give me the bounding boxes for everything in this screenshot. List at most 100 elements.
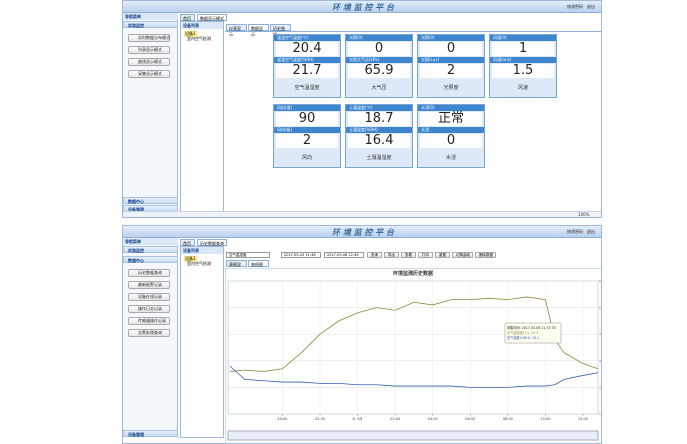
subtab[interactable]: 历史曲线 [270,24,291,37]
card-label: 大气压 [371,85,387,91]
tree-panel: 设备列表 设备1 室内空气检测 [180,246,224,438]
card-value: 21.7 [276,64,338,78]
sidebar-button[interactable]: 历史数据查询 [128,269,170,277]
card-header: 光照(0) [418,35,484,41]
y-tick-label: 50 [599,306,602,310]
header-link[interactable]: 修改密码 [567,229,583,234]
card-header: 风向(度) [274,105,340,111]
chart-title: 环境监测历史数据 [393,270,433,277]
sidebar-section[interactable]: 设备管理 [123,430,178,437]
header-link[interactable]: 退出 [587,229,595,234]
x-tick-label: 08:00 [503,417,513,421]
card-value: 16.4 [348,134,410,148]
tab[interactable]: 数据显示模式 [197,14,227,21]
screen-bottom: 环 境 监 控 平 台修改密码 退出 导航菜单 实验监控 数据中心 历史数据查询 最新报警记… [122,225,602,444]
card-label: 光照度 [443,85,459,91]
sidebar: 导航菜单 实验监控数据中心历史数据查询 最新报警记录 设备在线记录 操作日志记录 传感器操… [123,238,178,438]
toolbar-button[interactable]: 查询 [367,252,382,258]
card-header: 光照大气压(kPa) [346,57,412,63]
y-tick-label: 60 [599,279,602,283]
tree-node[interactable]: 设备1 [184,31,197,37]
sidebar-button[interactable]: 列表显示模式 [128,46,170,54]
sidebar-title: 导航菜单 [123,13,178,20]
card-header: 土壤湿度(%RH) [346,127,412,133]
subtab[interactable]: 曲线图展示 [248,260,269,273]
card-value: 正常 [420,112,482,126]
toolbar-field[interactable]: 2017-05-06 12:46 [324,252,364,258]
card-value: 1.5 [492,64,554,78]
sensor-card: 水浸(0) 正常 水浸 0 水浸 [417,104,485,168]
toolbar-button[interactable]: 删除数据 [475,252,496,258]
sensor-card: 光照(0) 0 光照大气压(kPa) 65.9 大气压 [345,34,413,98]
toolbar-button[interactable]: 查看 [401,252,416,258]
subtab[interactable]: 表格显示 [226,260,247,273]
sidebar-button[interactable]: 最新报警记录 [128,281,170,289]
content-area [225,31,601,211]
card-value: 1 [492,42,554,56]
navigator [227,430,599,441]
subtab[interactable]: 数据显示 [248,24,269,37]
header-link[interactable]: 退出 [587,4,595,9]
toolbar-button[interactable]: 切换曲线 [452,252,473,258]
card-value: 65.9 [348,64,410,78]
x-tick-label: 10:00 [540,417,550,421]
card-value: 0 [348,42,410,56]
card-header: 风向(级) [274,127,340,133]
sensor-card: 风速(0) 1 风速(m/s) 1.5 风速 [489,34,557,98]
sidebar-button[interactable]: 实时数据分布模式 [128,34,170,42]
card-header: 风速(0) [490,35,556,41]
toolbar-field[interactable]: 空气温湿度 [226,252,270,258]
tree-panel: 设备列表设备1 室内空气检测 [180,21,224,213]
card-label: 土壤温湿度 [366,155,392,161]
card-value: 90 [276,112,338,126]
sidebar-title: 导航菜单 [123,238,178,245]
x-tick-label: 02:00 [390,417,400,421]
subtab[interactable]: 仪表显示 [226,24,247,37]
header-link[interactable]: 修改密码 [567,4,583,9]
sidebar-button[interactable]: 操作日志记录 [128,305,170,313]
y-tick-label: 40 [599,332,602,336]
tree-node[interactable]: 室内空气检测 [187,36,211,41]
y-tick-label: 30 [599,359,602,363]
sidebar-section[interactable]: 数据中心 [123,197,178,204]
tree-node[interactable]: 设备1 [184,256,197,262]
x-tick-label: 22:00 [315,417,325,421]
status-bar [123,211,601,217]
tab[interactable]: 首页 [180,14,195,21]
tab[interactable]: 历史数据查询 [197,239,227,246]
series-line [229,296,599,372]
card-header: 光照(0) [346,35,412,41]
card-header: 土壤温度(℃) [346,105,412,111]
card-header: 水浸(0) [418,105,484,111]
sidebar-section[interactable]: 实验监控 [123,21,178,28]
tab[interactable]: 首页 [180,239,195,246]
x-tick-label: 20:00 [277,417,287,421]
tree-node[interactable]: 室内空气检测 [187,261,211,266]
sidebar-button[interactable]: 曲线显示模式 [128,58,170,66]
toolbar-button[interactable]: 重置 [435,252,450,258]
y-tick-label: 20 [599,385,602,389]
card-label: 风向 [301,155,312,161]
series-line [229,365,599,388]
sidebar-button[interactable]: 设备在线记录 [128,293,170,301]
tooltip-line: 空气温湿度(℃): 25.3 [507,330,538,335]
sidebar-section[interactable]: 实验监控 [123,246,178,253]
sidebar-button[interactable]: 告警处理查询 [128,329,170,337]
sidebar-button[interactable]: 传感器操作记录 [128,317,170,325]
tree-title: 设备列表 [181,22,223,29]
sidebar-section[interactable]: 数据中心 [123,256,178,263]
zoom-level: 100% [578,212,590,217]
card-value: 2 [276,134,338,148]
toolbar-button[interactable]: 导出 [384,252,399,258]
tooltip-box [504,322,562,344]
toolbar-button[interactable]: 打印 [418,252,433,258]
screen-top: 环 境 监 控 平 台 修改密码 退出导航菜单 实验监控实时数据分布模式 列表显示模式曲… [122,0,602,218]
sidebar-button[interactable]: 采集显示模式 [128,70,170,78]
x-tick-label: 04:00 [428,417,438,421]
history-chart: 环境监测历史数据 10 20 30 40 50 60 20:00 22:00 6. 5月 02:00… [225,268,602,443]
card-value: 0 [420,134,482,148]
app-title: 环 境 监 控 平 台 [332,2,394,12]
toolbar-field[interactable]: 2017-05-05 11:46 [281,252,321,258]
tooltip-line: 空气湿度(%RH): 19.1 [507,335,539,340]
sensor-card: 光照(0) 0 光照(Lux) 2 光照度 [417,34,485,98]
